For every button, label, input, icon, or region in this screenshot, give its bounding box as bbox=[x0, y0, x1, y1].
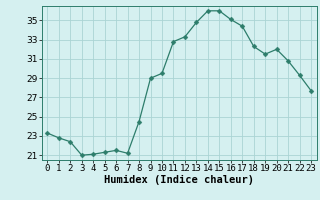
X-axis label: Humidex (Indice chaleur): Humidex (Indice chaleur) bbox=[104, 175, 254, 185]
